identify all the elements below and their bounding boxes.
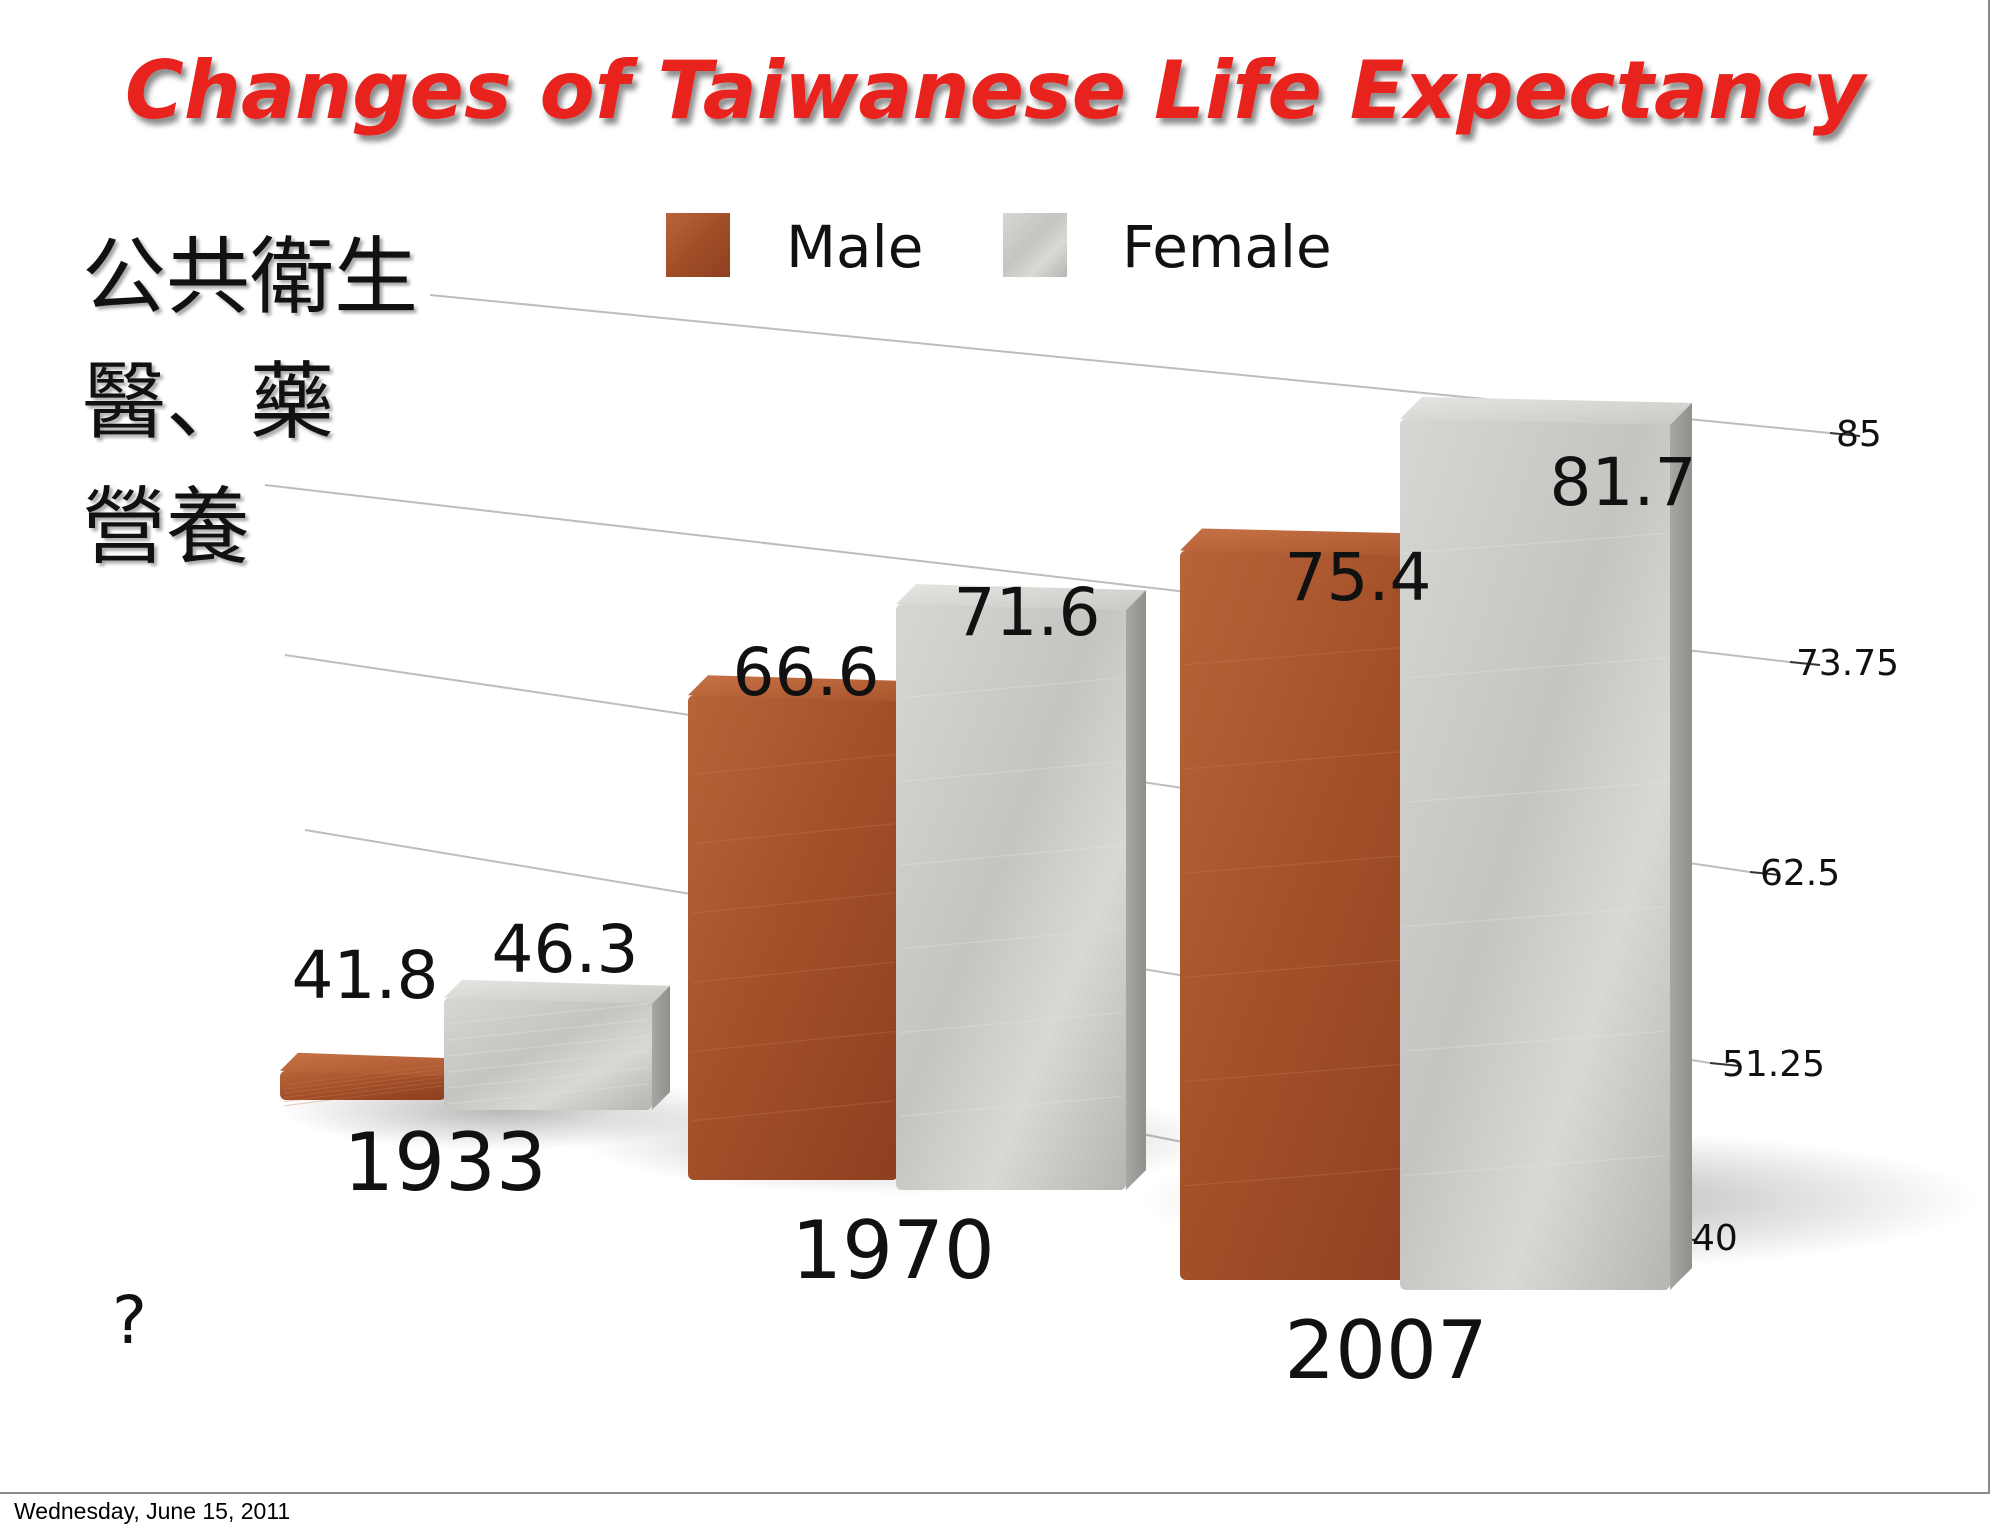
y-tick-mark — [1829, 432, 1861, 437]
bar-male-2007-texture — [1183, 956, 1437, 978]
legend-label-male: Male — [786, 213, 923, 281]
bar-male-1970-texture — [691, 823, 895, 845]
bar-female-1933-texture — [447, 1051, 649, 1073]
bar-male-1970-top — [688, 675, 918, 702]
bar-female-2007-texture — [1403, 1154, 1667, 1177]
bar-male-1933-top — [280, 1052, 464, 1077]
legend-swatch-male — [666, 213, 730, 277]
bar-male-2007-texture — [1183, 1060, 1437, 1083]
bar-female-1970-texture — [899, 677, 1123, 699]
y-tick-mark — [1749, 871, 1781, 876]
y-tick-label: 73.75 — [1796, 643, 1899, 684]
bar-male-1970 — [688, 675, 918, 1180]
y-tick-mark — [1709, 1062, 1741, 1067]
bar-male-1970-texture — [691, 961, 895, 983]
bar-female-1933-texture — [447, 1035, 649, 1057]
bar-male-1933-texture — [283, 1076, 443, 1099]
bar-female-2007-front — [1400, 418, 1670, 1290]
bar-male-1970-texture — [691, 753, 895, 776]
y-tick-label: 85 — [1836, 414, 1882, 455]
bar-male-1933-front — [280, 1070, 446, 1100]
side-text-medicine: 醫、藥 — [82, 353, 335, 451]
bar-female-2007-texture — [1403, 906, 1667, 928]
bar-male-1970-texture — [691, 892, 895, 914]
y-tick-label: 51.25 — [1722, 1044, 1825, 1085]
value-label-female: 46.3 — [492, 911, 639, 988]
bar-female-2007-texture — [1403, 532, 1667, 554]
bar-male-2007-front — [1180, 550, 1440, 1280]
bar-female-1970-texture — [899, 928, 1123, 950]
bar-female-1933-front — [444, 997, 652, 1110]
bar-female-2007-top — [1400, 396, 1692, 425]
bar-female-1970-side — [1126, 590, 1146, 1190]
category-label: 1933 — [343, 1116, 547, 1209]
legend-swatch-female — [1003, 213, 1067, 277]
bar-female-1933 — [444, 979, 670, 1110]
bar-male-2007-texture — [1183, 748, 1437, 770]
bar-female-1933-side — [652, 985, 670, 1110]
chart-legend: Male Female — [666, 213, 1332, 281]
bar-male-1970-texture — [691, 1100, 895, 1122]
bar-male-2007-top — [1180, 528, 1462, 557]
bar-female-2007 — [1400, 396, 1692, 1290]
bar-female-1970-texture — [899, 1012, 1123, 1034]
bar-male-1933-texture — [283, 1068, 443, 1090]
question-mark-note: ? — [112, 1282, 148, 1359]
bar-male-1933 — [280, 1052, 464, 1107]
footer-date: Wednesday, June 15, 2011 — [14, 1498, 291, 1524]
bar-female-1970-texture — [899, 760, 1123, 783]
bar-male-1933-texture — [283, 1081, 443, 1103]
side-text-public-health: 公共衛生 — [82, 228, 419, 326]
value-labels: 41.8 46.3 66.6 71.6 75.4 81.7 — [292, 444, 1697, 1014]
bar-female-1970 — [896, 584, 1146, 1190]
bar-female-1933-texture — [447, 1019, 649, 1041]
bar-female-1933-texture — [447, 1083, 649, 1105]
bar-male-1933-texture — [283, 1072, 443, 1094]
bar-female-1970-front — [896, 604, 1126, 1190]
y-tick-label: 62.5 — [1760, 853, 1840, 894]
bar-female-2007-texture — [1403, 657, 1667, 679]
side-text-nutrition: 營養 — [82, 478, 251, 576]
bar-female-2007-texture — [1403, 1030, 1667, 1052]
value-label-male: 66.6 — [733, 634, 880, 711]
life-expectancy-chart: Changes of Taiwanese Life Expectancy Mal… — [125, 44, 1980, 1397]
value-label-female: 71.6 — [954, 574, 1101, 651]
bar-female-2007-side — [1670, 402, 1692, 1290]
bar-male-2007-texture — [1183, 1165, 1437, 1187]
value-label-male: 75.4 — [1285, 539, 1432, 616]
bar-male-2007-texture — [1183, 852, 1437, 874]
chart-title: Changes of Taiwanese Life Expectancy — [125, 44, 1868, 137]
category-label: 2007 — [1284, 1304, 1488, 1397]
category-label: 1970 — [791, 1204, 995, 1297]
y-tick-mark — [1789, 661, 1821, 666]
bar-male-1933-texture — [283, 1085, 443, 1107]
slide-frame: Changes of Taiwanese Life Expectancy Mal… — [0, 0, 1990, 1494]
bar-female-1970-texture — [899, 1095, 1123, 1117]
bar-male-2007-texture — [1183, 644, 1437, 666]
bar-female-2007-texture — [1403, 781, 1667, 803]
bar-female-1970-top — [896, 584, 1146, 611]
bars-layer — [280, 396, 1692, 1290]
bar-female-1970-texture — [899, 844, 1123, 866]
bar-female-1933-top — [444, 979, 670, 1004]
bar-male-1970-texture — [691, 1030, 895, 1053]
value-label-female: 81.7 — [1550, 444, 1697, 521]
legend-label-female: Female — [1122, 213, 1332, 281]
value-label-male: 41.8 — [292, 937, 439, 1014]
bar-male-1970-front — [688, 695, 898, 1180]
bar-female-1933-texture — [447, 1067, 649, 1089]
category-labels: 1933 1970 2007 — [343, 1116, 1488, 1397]
bar-female-1933-texture — [447, 1003, 649, 1025]
bar-male-1933-texture — [283, 1064, 443, 1086]
